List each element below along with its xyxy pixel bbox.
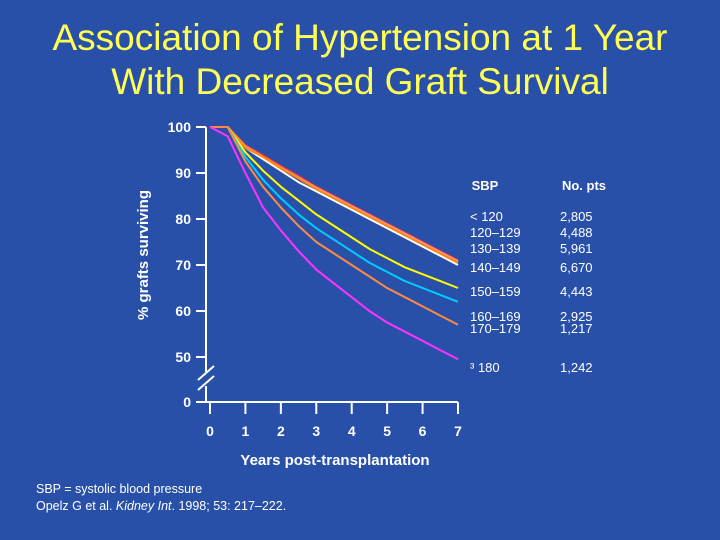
legend-count: 2,805 — [560, 209, 593, 224]
x-tick-label: 7 — [454, 423, 462, 439]
x-tick-label: 3 — [312, 423, 320, 439]
y-tick-label: 100 — [168, 119, 192, 135]
legend-count: 5,961 — [560, 241, 593, 256]
legend-count: 6,670 — [560, 260, 593, 275]
x-tick-label: 2 — [277, 423, 285, 439]
series-line — [210, 126, 459, 289]
legend-label: ³ 180 — [470, 360, 500, 375]
y-axis-label: % grafts surviving — [135, 190, 152, 320]
x-tick-label: 0 — [206, 423, 214, 439]
legend-label: 150–159 — [470, 284, 521, 299]
x-tick-label: 4 — [348, 423, 356, 439]
slide-title: Association of Hypertension at 1 Year Wi… — [0, 16, 720, 104]
y-tick-label: 80 — [175, 211, 191, 227]
axis-break-mark — [197, 375, 215, 391]
citation-authors: Opelz G et al. — [36, 499, 116, 513]
title-line-1: Association of Hypertension at 1 Year — [52, 17, 668, 58]
series-line — [210, 126, 459, 303]
legend-count: 2,925 — [560, 309, 593, 324]
x-tick-label: 1 — [242, 423, 250, 439]
x-tick-label: 6 — [419, 423, 427, 439]
x-tick-label: 5 — [383, 423, 391, 439]
series-lines — [209, 126, 459, 361]
legend-label: 130–139 — [470, 241, 521, 256]
citation-details: . 1998; 53: 217–222. — [171, 499, 287, 513]
title-line-2: With Decreased Graft Survival — [111, 61, 609, 102]
legend-label: 170–179 — [470, 321, 521, 336]
chart-axes: 0 50 60 70 80 90 100 0 1 2 3 4 5 6 7 — [168, 119, 462, 439]
legend-header-pts: No. pts — [562, 178, 606, 193]
footnote-definition: SBP = systolic blood pressure — [36, 482, 203, 496]
y-tick-label: 70 — [175, 257, 191, 273]
series-line — [210, 126, 459, 264]
legend-header-sbp: SBP — [472, 178, 499, 193]
citation-journal: Kidney Int — [115, 499, 172, 513]
x-axis-label: Years post-transplantation — [240, 452, 429, 469]
chart-legend: SBP No. pts < 120 2,805 120–129 4,488 130–139 5… — [470, 178, 606, 375]
series-line — [210, 126, 459, 326]
legend-label: < 120 — [470, 209, 503, 224]
footnote-citation: Opelz G et al. Kidney Int. 1998; 53: 217… — [36, 498, 286, 515]
legend-count: 1,217 — [560, 321, 593, 336]
y-tick-label: 50 — [175, 349, 191, 365]
legend-count: 1,242 — [560, 360, 593, 375]
y-tick-label: 0 — [183, 394, 191, 410]
y-tick-label: 90 — [175, 165, 191, 181]
legend-label: 140–149 — [470, 260, 521, 275]
axis-break-mark — [197, 365, 215, 381]
legend-count: 4,488 — [560, 225, 593, 240]
legend-count: 4,443 — [560, 284, 593, 299]
series-line — [209, 126, 459, 361]
legend-label: 160–169 — [470, 309, 521, 324]
y-tick-label: 60 — [175, 303, 191, 319]
legend-label: 120–129 — [470, 225, 521, 240]
series-line — [210, 126, 459, 263]
